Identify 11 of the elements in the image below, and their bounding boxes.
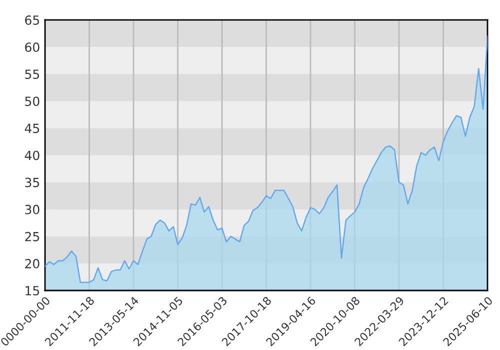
y-tick-label: 15 [26,286,40,296]
y-tick-label: 45 [24,124,40,134]
y-tick-label: 35 [25,178,40,188]
y-tick-label: 25 [25,232,40,242]
y-tick-label: 60 [25,42,40,52]
y-tick-label: 55 [25,70,40,79]
y-tick-label: 65 [25,15,40,25]
y-tick-label: 20 [25,258,40,268]
y-tick-label: 40 [24,150,40,160]
y-tick-label: 50 [25,96,40,106]
y-tick-label: 30 [25,204,40,214]
